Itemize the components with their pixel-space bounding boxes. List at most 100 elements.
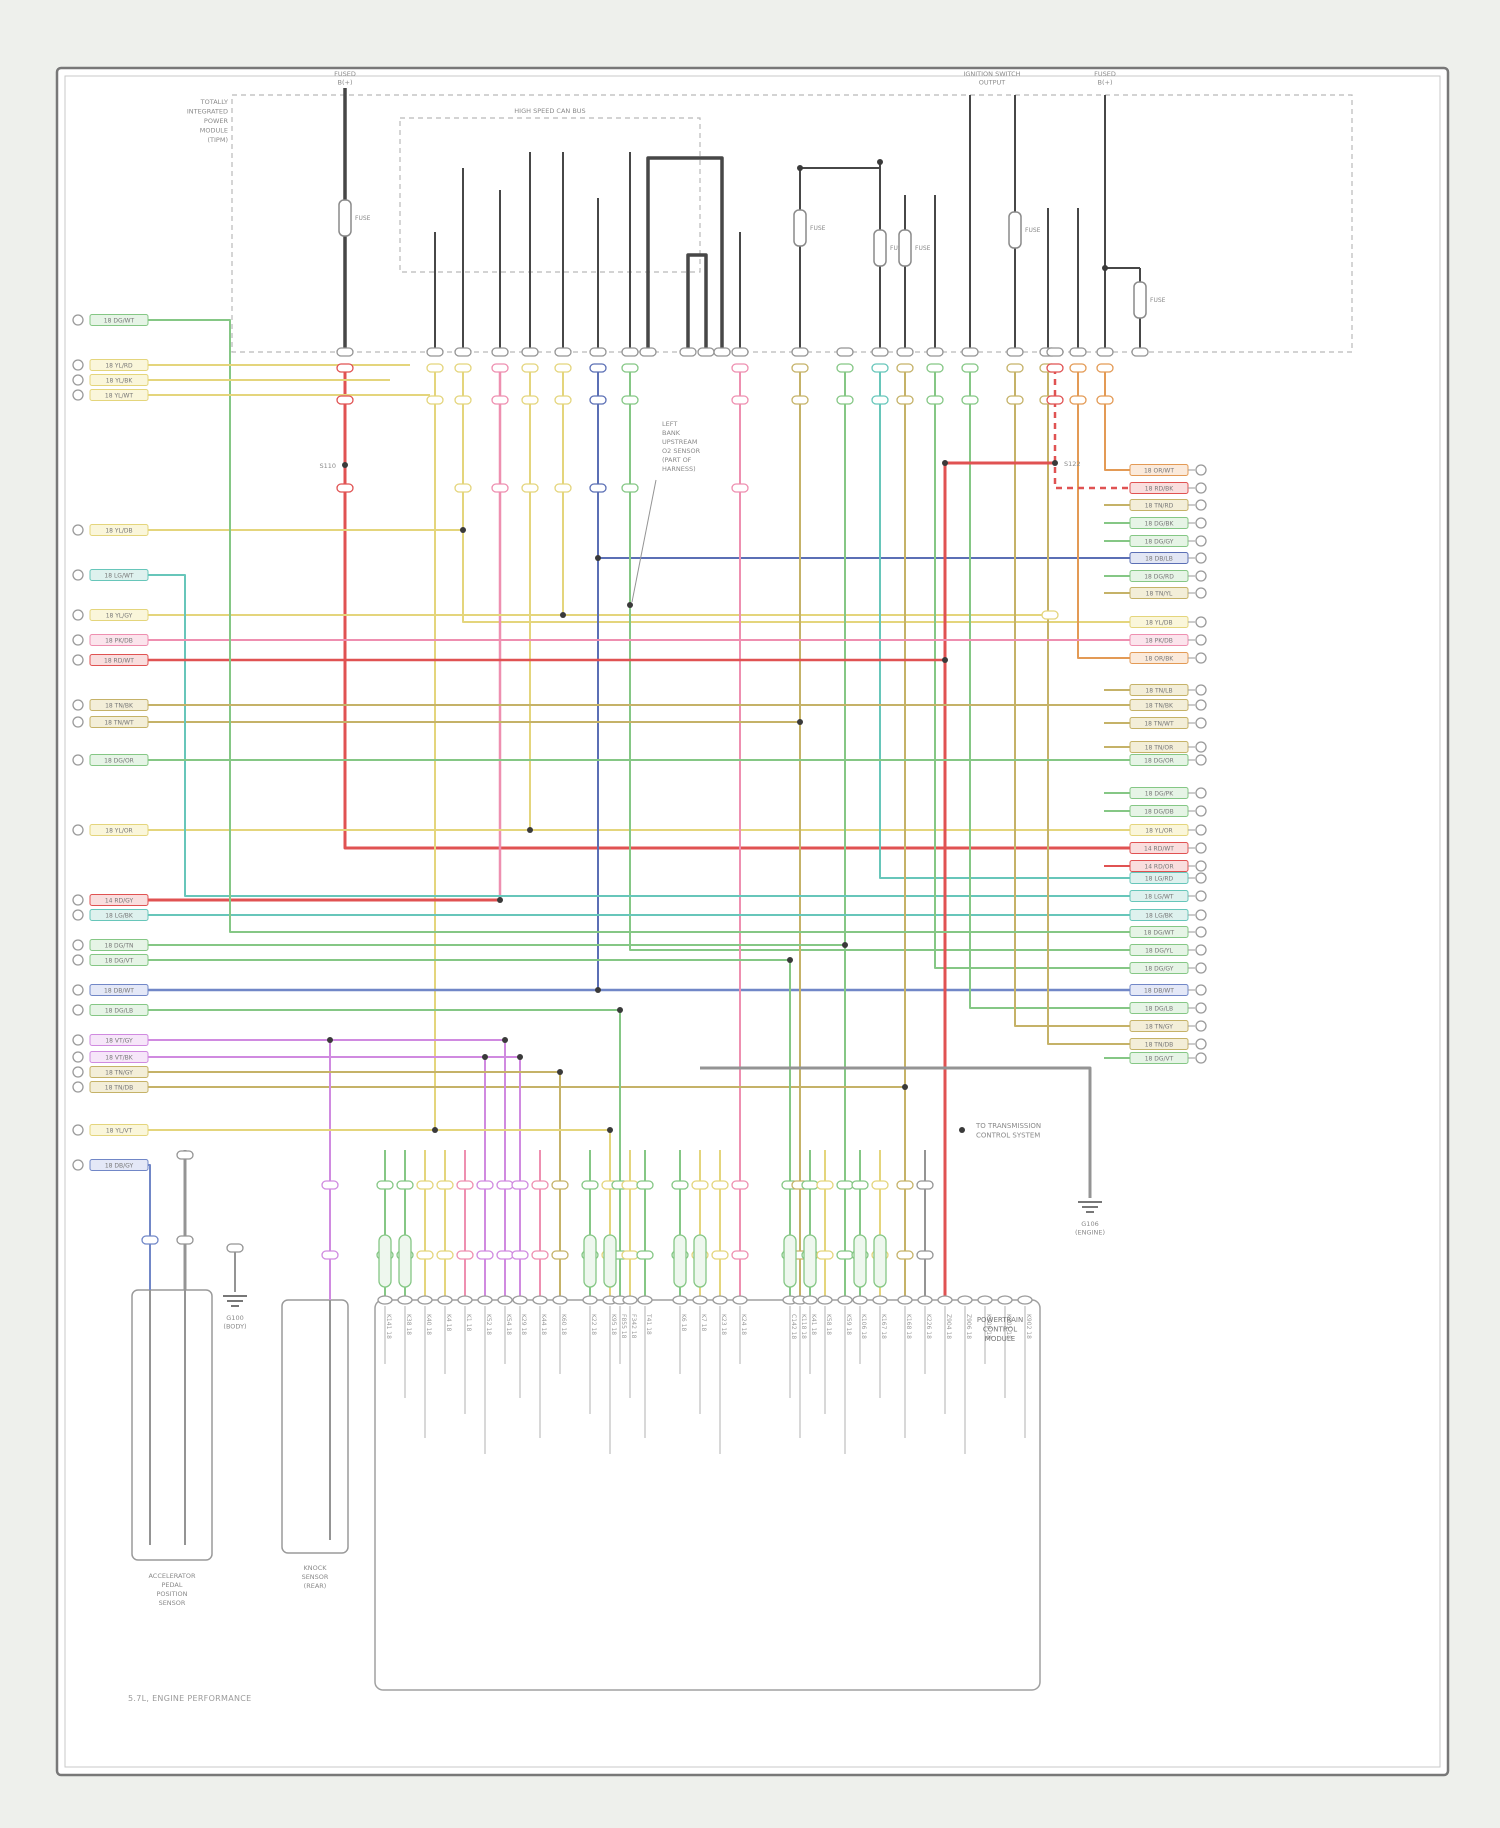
- connector: [589, 363, 607, 373]
- wire: [1047, 368, 1130, 1045]
- connector: [456, 1250, 474, 1260]
- connector: [621, 1180, 639, 1190]
- connector: [621, 347, 639, 357]
- ground-label: (BODY): [223, 1323, 246, 1331]
- pcm-pin: [512, 1295, 528, 1305]
- connector: [1006, 347, 1024, 357]
- pcm-pin-code: K59 18: [845, 1314, 852, 1335]
- connector: [896, 395, 914, 405]
- connector-pin: [72, 699, 84, 711]
- connector: [454, 363, 472, 373]
- junction-dot: [482, 1054, 488, 1060]
- connector: [476, 1180, 494, 1190]
- junction-dot: [787, 957, 793, 963]
- wire-label-text: 18 DB/WT: [104, 988, 134, 995]
- connector: [871, 363, 889, 373]
- wire-label-text: 18 DG/DB: [1144, 809, 1174, 816]
- pcm-pin-code: Z906 18: [965, 1314, 972, 1339]
- wire-label: [89, 1124, 149, 1136]
- connector: [426, 347, 444, 357]
- component-label: (REAR): [304, 1582, 327, 1590]
- pcm-pin: [552, 1295, 568, 1305]
- can-bus-box: [399, 117, 701, 273]
- connectors: [141, 347, 1149, 1260]
- connector-pin: [72, 1034, 84, 1046]
- wire-label-text: 18 YL/OR: [1145, 828, 1172, 835]
- connector: [1069, 363, 1087, 373]
- connector-pin: [72, 1051, 84, 1063]
- connector: [636, 1180, 654, 1190]
- wire-label-text: 18 DG/OR: [1144, 758, 1174, 765]
- connector-pin: [1195, 842, 1207, 854]
- wire-label: [89, 374, 149, 386]
- connector: [801, 1180, 819, 1190]
- connector-pin: [1195, 1002, 1207, 1014]
- wire-label-text: 18 TN/BK: [105, 703, 134, 710]
- annotation-text: B(+): [338, 79, 353, 87]
- connector-pin: [72, 1066, 84, 1078]
- connector: [454, 347, 472, 357]
- wire-label-text: 18 LG/WT: [1144, 894, 1173, 901]
- pcm-pin-code: K58 18: [825, 1314, 832, 1335]
- junction-dot: [942, 460, 948, 466]
- pcm-pin-code: K4 18: [445, 1314, 452, 1331]
- connector-pin: [1195, 824, 1207, 836]
- pcm-pin-code: K7 18: [700, 1314, 707, 1331]
- connector: [713, 347, 731, 357]
- connector: [621, 1250, 639, 1260]
- connector: [454, 483, 472, 493]
- connector: [731, 483, 749, 493]
- connector: [871, 347, 889, 357]
- component-label: POSITION: [157, 1590, 188, 1598]
- wire-label-text: 18 YL/WT: [105, 393, 134, 400]
- connector: [589, 347, 607, 357]
- component-box: [131, 1289, 213, 1561]
- connector: [711, 1180, 729, 1190]
- connector-pin: [72, 984, 84, 996]
- connector: [1069, 395, 1087, 405]
- pcm-pin-code: K40 18: [425, 1314, 432, 1335]
- connector: [697, 347, 715, 357]
- wire-label-text: 18 DG/VT: [105, 958, 134, 965]
- connector: [321, 1250, 339, 1260]
- fuse-label: FUSE: [890, 245, 906, 252]
- fuse-label: FUSE: [810, 225, 826, 232]
- junction-dot: [517, 1054, 523, 1060]
- wire-label-text: 18 DG/WT: [1144, 930, 1175, 937]
- annotation-text: BANK: [662, 429, 681, 437]
- fuse: [1008, 211, 1022, 249]
- wire-label-text: 18 DG/WT: [104, 318, 135, 325]
- wire-label-text: 18 RD/BK: [1145, 486, 1174, 493]
- component-pill: [693, 1234, 707, 1288]
- wire-label-text: 18 YL/BK: [106, 378, 134, 385]
- wire-label-text: 18 TN/DB: [1145, 1042, 1173, 1049]
- pcm-pin-code: Z904 18: [945, 1314, 952, 1339]
- left-pins: 18 DG/WT 18 YL/RD 18 YL/BK 18 YL/WT 18 YL/DB…: [72, 314, 149, 1171]
- pcm-pin-code: K226 18: [925, 1314, 932, 1339]
- wire-label-text: 18 TN/DB: [105, 1085, 133, 1092]
- connector: [554, 483, 572, 493]
- connector: [621, 363, 639, 373]
- pcm-pin-code: K29 18: [520, 1314, 527, 1335]
- pcm-pin: [837, 1295, 853, 1305]
- fuse-label: FUSE: [915, 245, 931, 252]
- connector-pin: [1195, 741, 1207, 753]
- wire-label: [89, 609, 149, 621]
- connector: [916, 1180, 934, 1190]
- wire-label-text: 18 DG/PK: [1145, 791, 1174, 798]
- junction-dot: [527, 827, 533, 833]
- wire-label-text: 18 TN/GY: [105, 1070, 133, 1077]
- connector: [551, 1250, 569, 1260]
- junction-dot: [797, 165, 803, 171]
- connector-pin: [72, 609, 84, 621]
- connector: [1096, 347, 1114, 357]
- connector-pin: [72, 1159, 84, 1171]
- connector-pin: [1195, 499, 1207, 511]
- wires: [95, 88, 1141, 1545]
- wire-label-text: 18 LG/BK: [105, 913, 134, 920]
- connector: [531, 1250, 549, 1260]
- connector-pin: [72, 824, 84, 836]
- page-inner-frame: [64, 75, 1441, 1768]
- connector-pin: [1195, 684, 1207, 696]
- fuse-label: FUSE: [355, 215, 371, 222]
